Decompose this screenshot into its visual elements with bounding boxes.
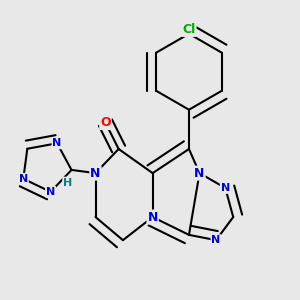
Text: H: H [63, 178, 72, 188]
Text: N: N [148, 211, 158, 224]
Text: N: N [194, 167, 205, 180]
Text: O: O [100, 116, 111, 129]
Text: N: N [221, 183, 230, 193]
Text: Cl: Cl [182, 23, 196, 36]
Text: N: N [19, 174, 28, 184]
Text: N: N [46, 187, 55, 197]
Text: N: N [212, 235, 221, 245]
Text: N: N [90, 167, 101, 180]
Text: N: N [52, 138, 62, 148]
